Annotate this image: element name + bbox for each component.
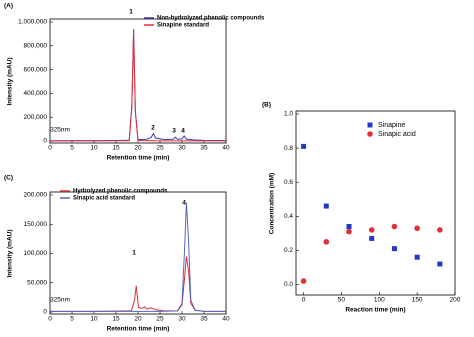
legend-label: Non-hydrolyzed phenolic compounds xyxy=(157,16,265,22)
x-tick-label: 15 xyxy=(112,316,120,323)
point xyxy=(346,228,352,235)
y-tick-label: 600,000 xyxy=(24,66,48,73)
annotation: 4 xyxy=(181,128,185,135)
point xyxy=(301,143,307,149)
y-tick-label: 0.4 xyxy=(284,213,293,220)
x-tick-label: 30 xyxy=(178,316,186,323)
x-tick-label: 35 xyxy=(200,316,208,323)
point xyxy=(414,254,420,260)
panel-label: (B) xyxy=(262,102,271,109)
x-tick-label: 200 xyxy=(450,297,461,304)
x-axis-label: Reaction time (min) xyxy=(345,307,405,314)
series-line xyxy=(50,30,226,142)
legend-label: Sinapic acid xyxy=(378,131,416,138)
point xyxy=(437,227,443,233)
x-tick-label: 30 xyxy=(178,145,186,152)
x-tick-label: 35 xyxy=(200,145,208,152)
x-tick-label: 5 xyxy=(70,145,74,152)
x-tick-label: 100 xyxy=(374,297,385,304)
point xyxy=(323,203,329,209)
point xyxy=(368,227,375,233)
x-tick-label: 150 xyxy=(412,297,423,304)
annotation: 4 xyxy=(182,200,186,207)
point xyxy=(346,224,352,230)
x-tick-label: 5 xyxy=(70,316,74,323)
legend-marker xyxy=(367,122,373,128)
legend-label: Sinapine standard xyxy=(157,23,209,29)
legend-label: Sinapic acid standard xyxy=(73,196,135,202)
x-tick-label: 40 xyxy=(222,316,230,323)
panel-label: (C) xyxy=(4,175,13,182)
x-tick-label: 15 xyxy=(112,145,120,152)
point xyxy=(391,246,397,252)
y-tick-label: 800,000 xyxy=(24,43,48,50)
x-tick-label: 20 xyxy=(134,316,142,323)
y-tick-label: 1,000,000 xyxy=(18,19,47,26)
panel-label: (A) xyxy=(4,3,13,10)
series-line xyxy=(50,202,226,312)
x-tick-label: 10 xyxy=(90,316,98,323)
y-tick-label: 100,000 xyxy=(24,250,48,257)
legend-marker xyxy=(367,131,373,137)
y-tick-label: 400,000 xyxy=(24,90,48,97)
x-tick-label: 25 xyxy=(156,145,164,152)
point xyxy=(323,239,330,245)
x-tick-label: 40 xyxy=(222,145,230,152)
point xyxy=(369,235,375,241)
plot-frame xyxy=(49,18,227,144)
y-tick-label: 0.8 xyxy=(284,145,293,152)
annotation: 325nm xyxy=(50,297,70,304)
y-tick-label: 200,000 xyxy=(24,114,48,121)
y-tick-label: 150,000 xyxy=(24,221,48,228)
annotation: 1 xyxy=(129,9,133,16)
y-tick-label: 50,000 xyxy=(27,279,47,286)
plot-frame xyxy=(295,110,456,296)
legend-label: Hydrolyzed phenolic compounds xyxy=(73,189,168,195)
point xyxy=(391,223,398,230)
x-axis-label: Retention time (min) xyxy=(107,155,170,162)
y-axis-label: Concentration (mM) xyxy=(269,173,276,234)
annotation: 1 xyxy=(132,250,136,257)
x-tick-label: 0 xyxy=(302,297,306,304)
point xyxy=(300,278,307,284)
x-tick-label: 0 xyxy=(48,316,52,323)
y-tick-label: 200,000 xyxy=(24,192,48,199)
y-tick-label: 0.6 xyxy=(284,179,293,186)
y-tick-label: 0.2 xyxy=(284,247,293,254)
y-tick-label: 0 xyxy=(43,138,47,145)
x-axis-label: Retention time (min) xyxy=(107,326,170,333)
y-tick-label: 0 xyxy=(43,309,47,316)
point xyxy=(437,261,443,267)
plot-frame xyxy=(49,191,227,315)
series-line xyxy=(50,256,226,312)
x-tick-label: 50 xyxy=(338,297,346,304)
annotation: 2 xyxy=(151,125,155,132)
x-tick-label: 10 xyxy=(90,145,98,152)
series-line xyxy=(49,29,227,142)
point xyxy=(414,225,420,232)
y-axis-label: Intensity (mAU) xyxy=(7,57,14,105)
x-tick-label: 0 xyxy=(48,145,52,152)
y-axis-label: Intensity (mAU) xyxy=(7,229,14,277)
x-tick-label: 20 xyxy=(134,145,142,152)
y-tick-label: 0.0 xyxy=(284,281,293,288)
annotation: 325nm xyxy=(50,127,70,134)
x-tick-label: 25 xyxy=(156,316,164,323)
legend-label: Sinapine xyxy=(378,122,405,129)
y-tick-label: 1.0 xyxy=(284,111,293,118)
annotation: 3 xyxy=(172,128,176,135)
